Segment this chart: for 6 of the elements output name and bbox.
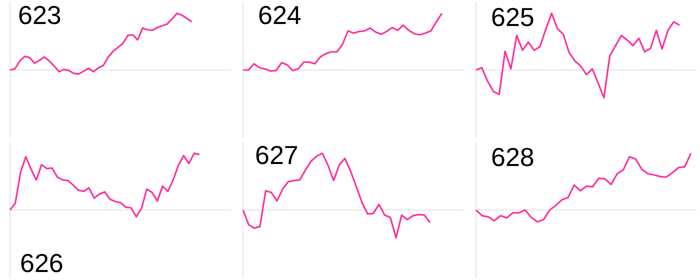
text: 626	[20, 248, 64, 278]
chart-title: 623	[18, 0, 62, 30]
chart-title: 627	[255, 140, 298, 170]
chart-title: 628	[491, 142, 534, 172]
chart-title: 624	[258, 0, 302, 30]
chart-title: 625	[491, 2, 534, 32]
